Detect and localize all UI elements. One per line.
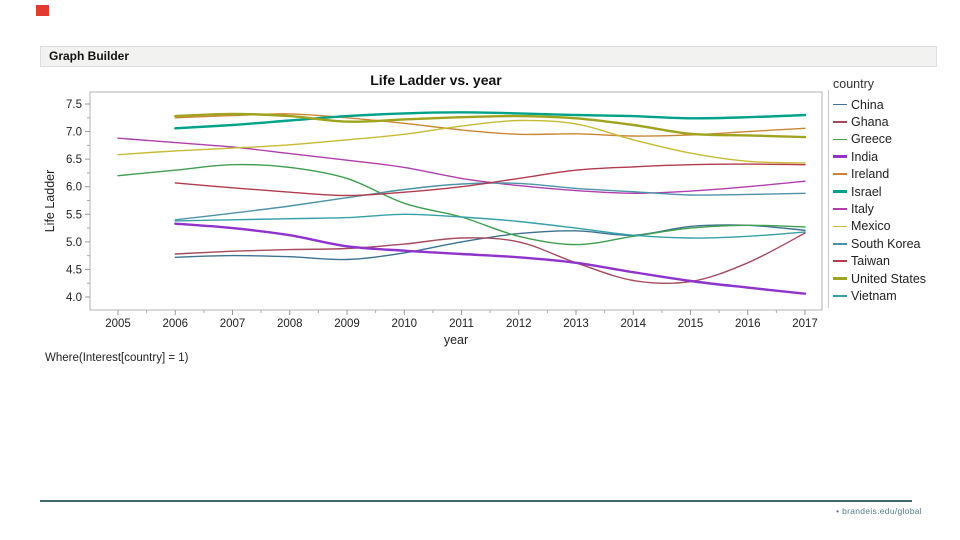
series-line-israel[interactable] [174,111,807,130]
legend-item-ghana[interactable]: Ghana [833,113,953,130]
x-tick-label: 2016 [735,318,761,330]
chart-title: Life Ladder vs. year [370,72,502,88]
legend-item-united-states[interactable]: United States [833,270,953,287]
legend-swatch [833,173,847,176]
legend-swatch [833,243,847,245]
legend-item-china[interactable]: China [833,96,953,113]
legend-swatch [833,208,847,210]
legend-swatch [833,225,847,228]
legend-title: country [833,77,874,91]
series-line-greece[interactable] [117,163,806,246]
x-tick-label: 2010 [391,318,417,330]
y-tick-label: 6.0 [66,182,82,194]
legend: country China Ghana Greece India Ireland Isra… [833,77,953,305]
series-line-united-states[interactable] [174,112,807,139]
x-tick-label: 2014 [620,318,646,330]
chart-canvas[interactable]: Life Ladder vs. year 4.0 4.5 5.0 5.5 6.0 6.5 7.… [40,66,840,366]
legend-item-india[interactable]: India [833,148,953,165]
series-line-ghana[interactable] [174,232,806,285]
legend-item-taiwan[interactable]: Taiwan [833,253,953,270]
x-tick-label: 2009 [334,318,360,330]
legend-item-vietnam[interactable]: Vietnam [833,287,953,304]
y-tick-label: 5.5 [66,209,82,221]
footer-link-text: brandeis.edu/global [842,506,922,516]
y-tick-label: 7.0 [66,127,82,139]
legend-label: South Korea [851,236,921,251]
legend-swatch [833,190,847,194]
legend-divider [828,90,829,308]
x-tick-label: 2006 [162,318,188,330]
legend-label: Israel [851,184,882,199]
legend-swatch [833,138,847,141]
slide-accent-square [36,5,49,16]
legend-label: India [851,149,879,164]
legend-swatch [833,103,847,106]
x-tick-label: 2015 [678,318,704,330]
x-tick-label: 2012 [506,318,532,330]
legend-item-greece[interactable]: Greece [833,131,953,148]
series-line-india[interactable] [174,222,807,295]
footer-bullet: • [836,506,840,516]
legend-item-italy[interactable]: Italy [833,200,953,217]
legend-item-mexico[interactable]: Mexico [833,218,953,235]
y-axis-title[interactable]: Life Ladder [43,170,57,233]
series-line-italy[interactable] [117,137,806,195]
x-tick-label: 2013 [563,318,589,330]
legend-label: China [851,97,884,112]
x-tick-label: 2008 [277,318,303,330]
x-tick-label: 2017 [792,318,818,330]
y-tick-label: 7.5 [66,99,82,111]
y-tick-label: 5.0 [66,237,82,249]
x-tick-label: 2011 [449,318,474,330]
y-tick-label: 4.0 [66,292,82,304]
x-tick-label: 2007 [220,318,246,330]
x-axis-title[interactable]: year [444,333,468,347]
legend-swatch [833,295,847,297]
y-tick-label: 6.5 [66,154,82,166]
footer-link: • brandeis.edu/global [836,506,922,516]
legend-label: Ghana [851,115,889,130]
graph-builder-title: Graph Builder [49,49,130,63]
legend-label: Ireland [851,167,890,182]
series-line-taiwan[interactable] [174,163,806,197]
life-ladder-chart[interactable]: Life Ladder vs. year 4.0 4.5 5.0 5.5 6.0 6.5 7.… [40,66,840,366]
legend-swatch [833,121,847,123]
series-line-south-korea[interactable] [174,182,806,221]
legend-swatch [833,277,847,281]
legend-item-israel[interactable]: Israel [833,183,953,200]
legend-swatch [833,260,847,262]
legend-label: Italy [851,202,874,217]
legend-label: Vietnam [851,288,897,303]
series-line-mexico[interactable] [117,119,806,164]
series-line-china[interactable] [174,224,806,261]
legend-item-ireland[interactable]: Ireland [833,166,953,183]
x-tick-label: 2005 [105,318,131,330]
plot-frame [89,91,823,311]
footer-divider-line [40,500,912,502]
graph-builder-titlebar[interactable]: Graph Builder [40,46,937,67]
series-line-vietnam[interactable] [174,213,806,239]
legend-item-south-korea[interactable]: South Korea [833,235,953,252]
legend-label: Greece [851,132,892,147]
where-clause: Where(Interest[country] = 1) [45,352,189,364]
y-tick-label: 4.5 [66,264,82,276]
legend-label: Mexico [851,219,891,234]
legend-label: United States [851,271,927,286]
legend-swatch [833,155,847,159]
legend-label: Taiwan [851,254,890,269]
